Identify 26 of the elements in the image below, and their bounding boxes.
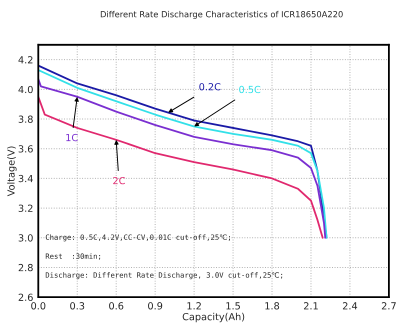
x-tick-label: 0.0: [31, 302, 46, 310]
y-tick-label: 2.6: [18, 294, 33, 301]
y-axis-title: Voltage(V): [7, 146, 17, 196]
text: 0.2C: [199, 83, 220, 90]
y-tick-label: 3.2: [18, 204, 32, 212]
text: 1C: [66, 134, 78, 142]
x-axis-title: Capacity(Ah): [182, 312, 244, 322]
x-tick-label: 0.6: [109, 302, 124, 310]
text: 2C: [113, 176, 125, 184]
x-tick-label: 2.1: [304, 302, 318, 310]
x-tick-label: 0.9: [148, 302, 162, 310]
y-tick-label: 4.0: [18, 86, 33, 94]
y-tick-label: 3.4: [18, 174, 33, 182]
y-tick-label: 4.2: [18, 56, 32, 64]
y-tick-label: 3.6: [18, 145, 33, 153]
text: 0.5C: [239, 86, 260, 94]
y-tick-label: 3.0: [18, 234, 33, 242]
x-tick-label: 0.3: [70, 302, 84, 310]
x-tick-label: 2.4: [342, 302, 358, 310]
x-tick-label: 1.5: [226, 302, 240, 310]
x-tick-label: 1.8: [265, 302, 280, 310]
x-tick-label: 2.7: [382, 302, 396, 310]
y-tick-label: 3.8: [18, 116, 33, 123]
chart-title: Different Rate Discharge Characteristics of ICR18650A220: [100, 10, 343, 19]
y-tick-label: 2.8: [18, 264, 33, 272]
x-tick-label: 1.2: [187, 302, 201, 310]
